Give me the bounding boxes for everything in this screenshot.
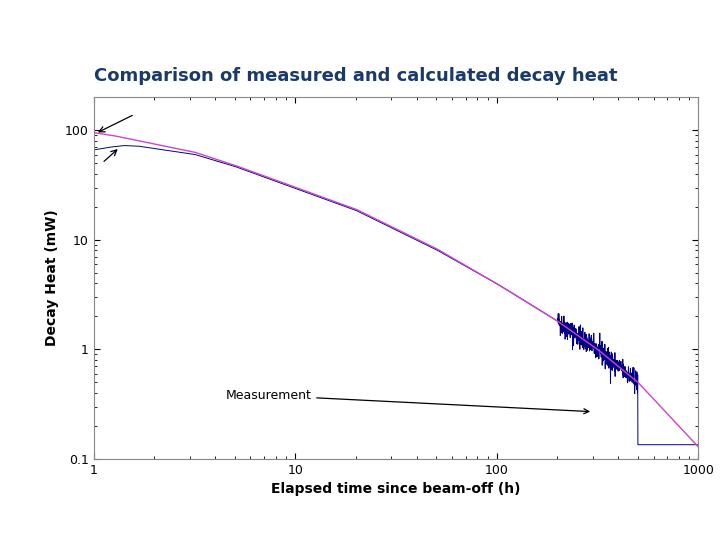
X-axis label: Elapsed time since beam-off (h): Elapsed time since beam-off (h)	[271, 482, 521, 496]
Y-axis label: Decay Heat (mW): Decay Heat (mW)	[45, 210, 59, 347]
Text: Comparison of measured and calculated decay heat: Comparison of measured and calculated de…	[94, 66, 617, 85]
Text: Measurement: Measurement	[225, 389, 589, 414]
